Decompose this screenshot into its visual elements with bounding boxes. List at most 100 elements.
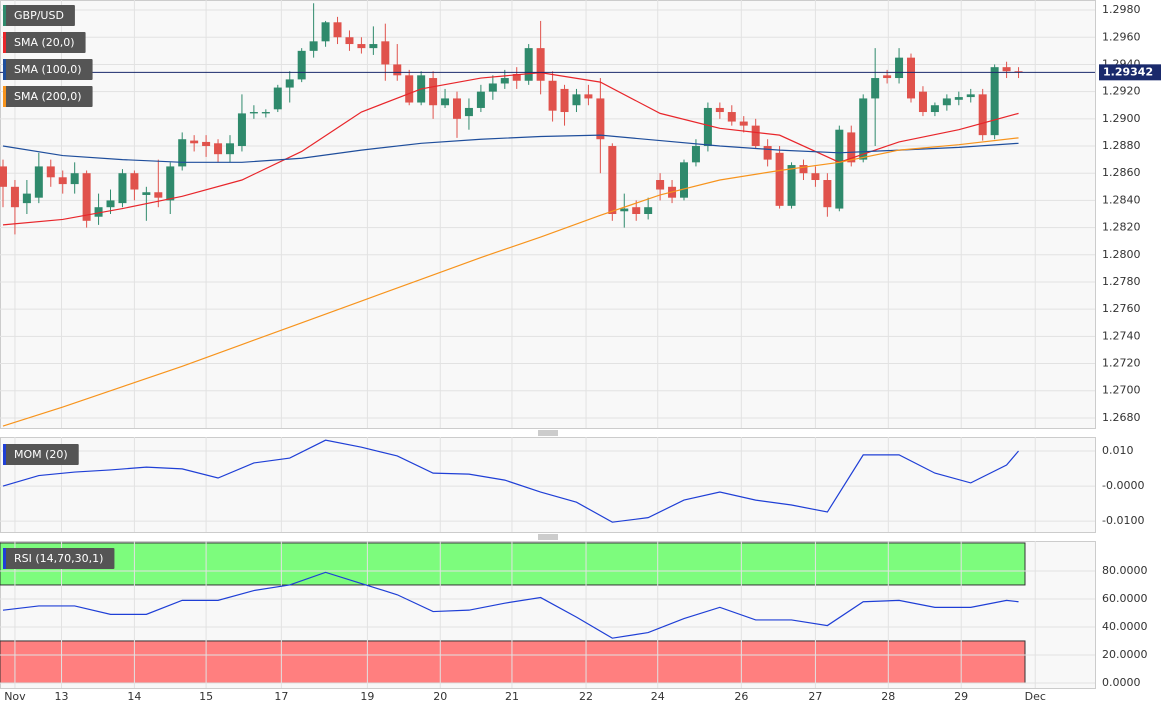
candle-body bbox=[739, 121, 748, 126]
candle-body bbox=[978, 94, 987, 136]
candle-body bbox=[596, 98, 605, 140]
y-tick-label: 20.0000 bbox=[1102, 648, 1148, 661]
x-tick-label: Dec bbox=[1025, 690, 1046, 703]
sma-line bbox=[2, 71, 1019, 226]
candle-body bbox=[942, 98, 951, 106]
candle-body bbox=[190, 140, 199, 144]
y-tick-label: 0.0000 bbox=[1102, 676, 1141, 689]
legend-box bbox=[3, 548, 115, 569]
candle-body bbox=[476, 91, 485, 108]
x-tick-label: 22 bbox=[579, 690, 593, 703]
candle-body bbox=[142, 192, 151, 195]
y-tick-label: 1.2980 bbox=[1102, 3, 1141, 16]
y-tick-label: 1.2960 bbox=[1102, 30, 1141, 43]
price-tag bbox=[1099, 64, 1161, 81]
candle-body bbox=[429, 78, 438, 106]
candle-body bbox=[82, 173, 91, 221]
candle-body bbox=[321, 22, 330, 42]
candle-body bbox=[333, 22, 342, 38]
candle-body bbox=[930, 105, 939, 113]
y-tick-label: 1.2720 bbox=[1102, 357, 1141, 370]
sma-line bbox=[2, 137, 1019, 427]
candle-body bbox=[954, 97, 963, 100]
candle-body bbox=[297, 50, 306, 80]
candle-body bbox=[202, 141, 211, 147]
legend-box bbox=[3, 32, 86, 53]
x-tick-label: 14 bbox=[127, 690, 141, 703]
y-tick-label: 60.0000 bbox=[1102, 592, 1148, 605]
candle-body bbox=[94, 207, 103, 217]
candle-body bbox=[632, 207, 641, 214]
legend-label: SMA (200,0) bbox=[14, 90, 82, 103]
candle-body bbox=[46, 166, 55, 178]
band bbox=[0, 640, 1026, 684]
x-tick-label: 26 bbox=[734, 690, 748, 703]
candle-body bbox=[500, 78, 509, 84]
price-tag-label: 1.29342 bbox=[1103, 65, 1153, 78]
legend-item: SMA (100,0) bbox=[3, 59, 93, 80]
y-tick-label: 1.2680 bbox=[1102, 411, 1141, 424]
y-tick-label: 1.2920 bbox=[1102, 85, 1141, 98]
y-tick-label: 1.2880 bbox=[1102, 139, 1141, 152]
candle-body bbox=[799, 165, 808, 174]
candle-body bbox=[357, 44, 366, 49]
candle-body bbox=[441, 98, 450, 106]
x-tick-label: 17 bbox=[274, 690, 288, 703]
candle-body bbox=[560, 88, 569, 113]
candle-body bbox=[620, 208, 629, 212]
y-tick-label: 40.0000 bbox=[1102, 620, 1148, 633]
legend-label: SMA (100,0) bbox=[14, 63, 82, 76]
candle-body bbox=[225, 143, 234, 155]
x-tick-label: 27 bbox=[808, 690, 822, 703]
candle-body bbox=[273, 87, 282, 110]
y-tick-label: 1.2840 bbox=[1102, 193, 1141, 206]
candle-body bbox=[393, 64, 402, 76]
y-tick-label: 1.2900 bbox=[1102, 112, 1141, 125]
candle-body bbox=[464, 107, 473, 117]
candle-body bbox=[644, 207, 653, 214]
y-tick-label: 1.2780 bbox=[1102, 275, 1141, 288]
candle-body bbox=[811, 173, 820, 181]
candle-body bbox=[715, 107, 724, 113]
legend-swatch bbox=[3, 5, 6, 26]
candle-body bbox=[584, 94, 593, 99]
x-tick-label: 24 bbox=[651, 690, 665, 703]
candle-body bbox=[405, 75, 414, 103]
candle-body bbox=[1014, 71, 1023, 73]
candle-body bbox=[285, 79, 294, 88]
y-tick-label: 1.2860 bbox=[1102, 166, 1141, 179]
legend-label: MOM (20) bbox=[14, 448, 68, 461]
legend-box bbox=[3, 86, 93, 107]
y-tick-label: 1.2700 bbox=[1102, 384, 1141, 397]
legend-label: SMA (20,0) bbox=[14, 36, 75, 49]
candle-body bbox=[524, 48, 533, 81]
candle-body bbox=[1002, 67, 1011, 72]
candle-body bbox=[680, 162, 689, 198]
candle-body bbox=[608, 146, 617, 214]
x-tick-label: 20 bbox=[433, 690, 447, 703]
splitters bbox=[538, 430, 558, 540]
legend-item: SMA (200,0) bbox=[3, 86, 93, 107]
candle-body bbox=[966, 94, 975, 98]
candle-body bbox=[787, 165, 796, 206]
indicator-line bbox=[2, 439, 1019, 523]
legend-item: GBP/USD bbox=[3, 5, 75, 26]
candle-body bbox=[309, 41, 318, 51]
candle-body bbox=[847, 132, 856, 163]
candle-body bbox=[907, 57, 916, 99]
legend-item: SMA (20,0) bbox=[3, 32, 86, 53]
candle-body bbox=[166, 166, 175, 201]
legend-item: RSI (14,70,30,1) bbox=[3, 548, 115, 569]
candle-body bbox=[727, 112, 736, 122]
candle-body bbox=[656, 180, 665, 190]
candle-body bbox=[883, 75, 892, 79]
candle-body bbox=[70, 173, 79, 185]
candle-body bbox=[751, 125, 760, 147]
candle-body bbox=[918, 91, 927, 113]
candle-body bbox=[178, 139, 187, 167]
y-tick-label: 80.0000 bbox=[1102, 564, 1148, 577]
candle-body bbox=[369, 44, 378, 49]
legend-swatch bbox=[3, 444, 6, 465]
candle-body bbox=[237, 113, 246, 147]
